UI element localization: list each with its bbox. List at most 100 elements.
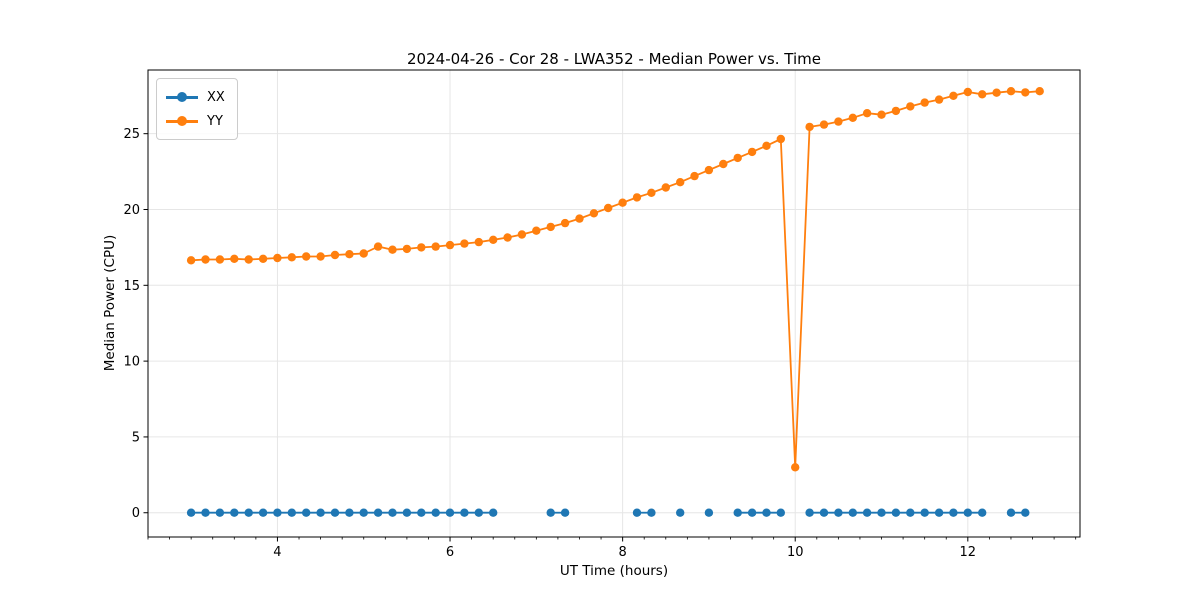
data-point-XX bbox=[1006, 508, 1016, 517]
data-point-YY bbox=[431, 242, 440, 251]
data-point-YY bbox=[302, 252, 311, 261]
data-point-XX bbox=[359, 508, 368, 517]
data-point-YY bbox=[618, 198, 627, 207]
legend-marker-icon bbox=[177, 116, 187, 126]
data-point-YY bbox=[819, 120, 829, 129]
data-point-YY bbox=[546, 222, 555, 232]
y-tick-label: 5 bbox=[132, 430, 140, 445]
data-point-YY bbox=[805, 122, 814, 132]
data-point-YY bbox=[359, 249, 368, 258]
data-point-XX bbox=[776, 508, 785, 517]
data-point-XX bbox=[733, 508, 742, 517]
data-point-YY bbox=[316, 252, 325, 261]
data-point-YY bbox=[417, 243, 426, 252]
data-point-XX bbox=[920, 508, 929, 517]
y-axis-label: Median Power (CPU) bbox=[102, 234, 118, 372]
legend-label: XX bbox=[207, 89, 225, 105]
data-point-XX bbox=[1021, 508, 1030, 517]
data-point-XX bbox=[676, 508, 685, 517]
data-point-YY bbox=[992, 88, 1001, 97]
data-point-YY bbox=[877, 110, 886, 119]
axes-border bbox=[147, 69, 1081, 538]
series-YY bbox=[186, 87, 1044, 472]
data-point-XX bbox=[431, 508, 440, 517]
legend-swatch-xx bbox=[166, 91, 198, 103]
data-point-YY bbox=[589, 209, 599, 218]
data-point-YY bbox=[503, 233, 512, 242]
data-point-YY bbox=[906, 102, 915, 111]
data-point-YY bbox=[445, 240, 455, 250]
data-point-XX bbox=[244, 508, 253, 517]
data-point-YY bbox=[474, 237, 483, 247]
data-point-XX bbox=[302, 508, 311, 517]
x-tick-label: 4 bbox=[273, 545, 281, 560]
data-point-YY bbox=[647, 188, 656, 197]
data-point-YY bbox=[733, 153, 742, 163]
data-point-YY bbox=[517, 230, 527, 239]
x-tick-label: 6 bbox=[446, 545, 454, 560]
data-point-XX bbox=[230, 508, 239, 517]
data-point-YY bbox=[1035, 87, 1044, 96]
data-point-XX bbox=[560, 508, 570, 517]
data-point-XX bbox=[373, 508, 383, 517]
data-point-YY bbox=[1006, 87, 1016, 96]
data-point-YY bbox=[978, 90, 987, 99]
data-point-XX bbox=[891, 508, 901, 517]
data-point-XX bbox=[834, 508, 843, 517]
data-point-XX bbox=[388, 508, 397, 517]
data-point-XX bbox=[460, 508, 469, 517]
data-point-YY bbox=[1021, 88, 1030, 97]
y-tick-label: 25 bbox=[123, 127, 140, 142]
data-point-XX bbox=[474, 508, 483, 517]
x-tick-label: 12 bbox=[960, 545, 977, 560]
data-point-YY bbox=[489, 235, 498, 244]
data-point-XX bbox=[273, 508, 282, 517]
y-tick-label: 10 bbox=[123, 355, 140, 370]
data-point-YY bbox=[215, 255, 225, 264]
data-point-YY bbox=[934, 95, 944, 104]
data-point-XX bbox=[848, 508, 857, 517]
legend: XX YY bbox=[156, 78, 238, 140]
data-point-YY bbox=[402, 244, 412, 254]
data-point-YY bbox=[244, 255, 253, 264]
data-point-XX bbox=[316, 508, 325, 517]
data-point-XX bbox=[201, 508, 210, 517]
data-point-XX bbox=[877, 508, 886, 517]
data-point-XX bbox=[186, 508, 196, 517]
data-point-XX bbox=[417, 508, 426, 517]
data-point-YY bbox=[690, 171, 699, 181]
legend-marker-icon bbox=[177, 92, 187, 102]
data-point-YY bbox=[460, 239, 469, 248]
data-point-YY bbox=[632, 193, 642, 202]
data-point-XX bbox=[546, 508, 555, 517]
data-point-XX bbox=[805, 508, 814, 517]
data-point-YY bbox=[862, 109, 872, 118]
y-axis: 0 5 10 15 20 25 bbox=[123, 127, 148, 521]
data-point-XX bbox=[862, 508, 872, 517]
data-point-YY bbox=[201, 255, 210, 264]
data-point-XX bbox=[330, 508, 340, 517]
data-point-YY bbox=[776, 134, 785, 144]
data-point-YY bbox=[891, 106, 901, 116]
data-point-XX bbox=[345, 508, 354, 517]
data-point-XX bbox=[258, 508, 268, 517]
data-point-YY bbox=[560, 218, 570, 228]
data-point-YY bbox=[273, 253, 282, 263]
series-XX bbox=[186, 508, 1030, 517]
data-point-YY bbox=[676, 178, 685, 187]
y-tick-label: 15 bbox=[123, 279, 140, 294]
data-point-XX bbox=[215, 508, 225, 517]
chart-title: 2024-04-26 - Cor 28 - LWA352 - Median Po… bbox=[407, 50, 821, 68]
data-point-XX bbox=[934, 508, 944, 517]
data-point-YY bbox=[330, 250, 340, 260]
data-point-XX bbox=[963, 508, 972, 517]
x-axis: 4 6 8 10 12 bbox=[273, 537, 976, 560]
data-point-XX bbox=[632, 508, 642, 517]
data-point-YY bbox=[575, 214, 584, 223]
legend-item-yy: YY bbox=[166, 109, 225, 133]
legend-label: YY bbox=[207, 113, 223, 129]
data-point-YY bbox=[373, 242, 383, 251]
data-point-YY bbox=[345, 250, 354, 259]
